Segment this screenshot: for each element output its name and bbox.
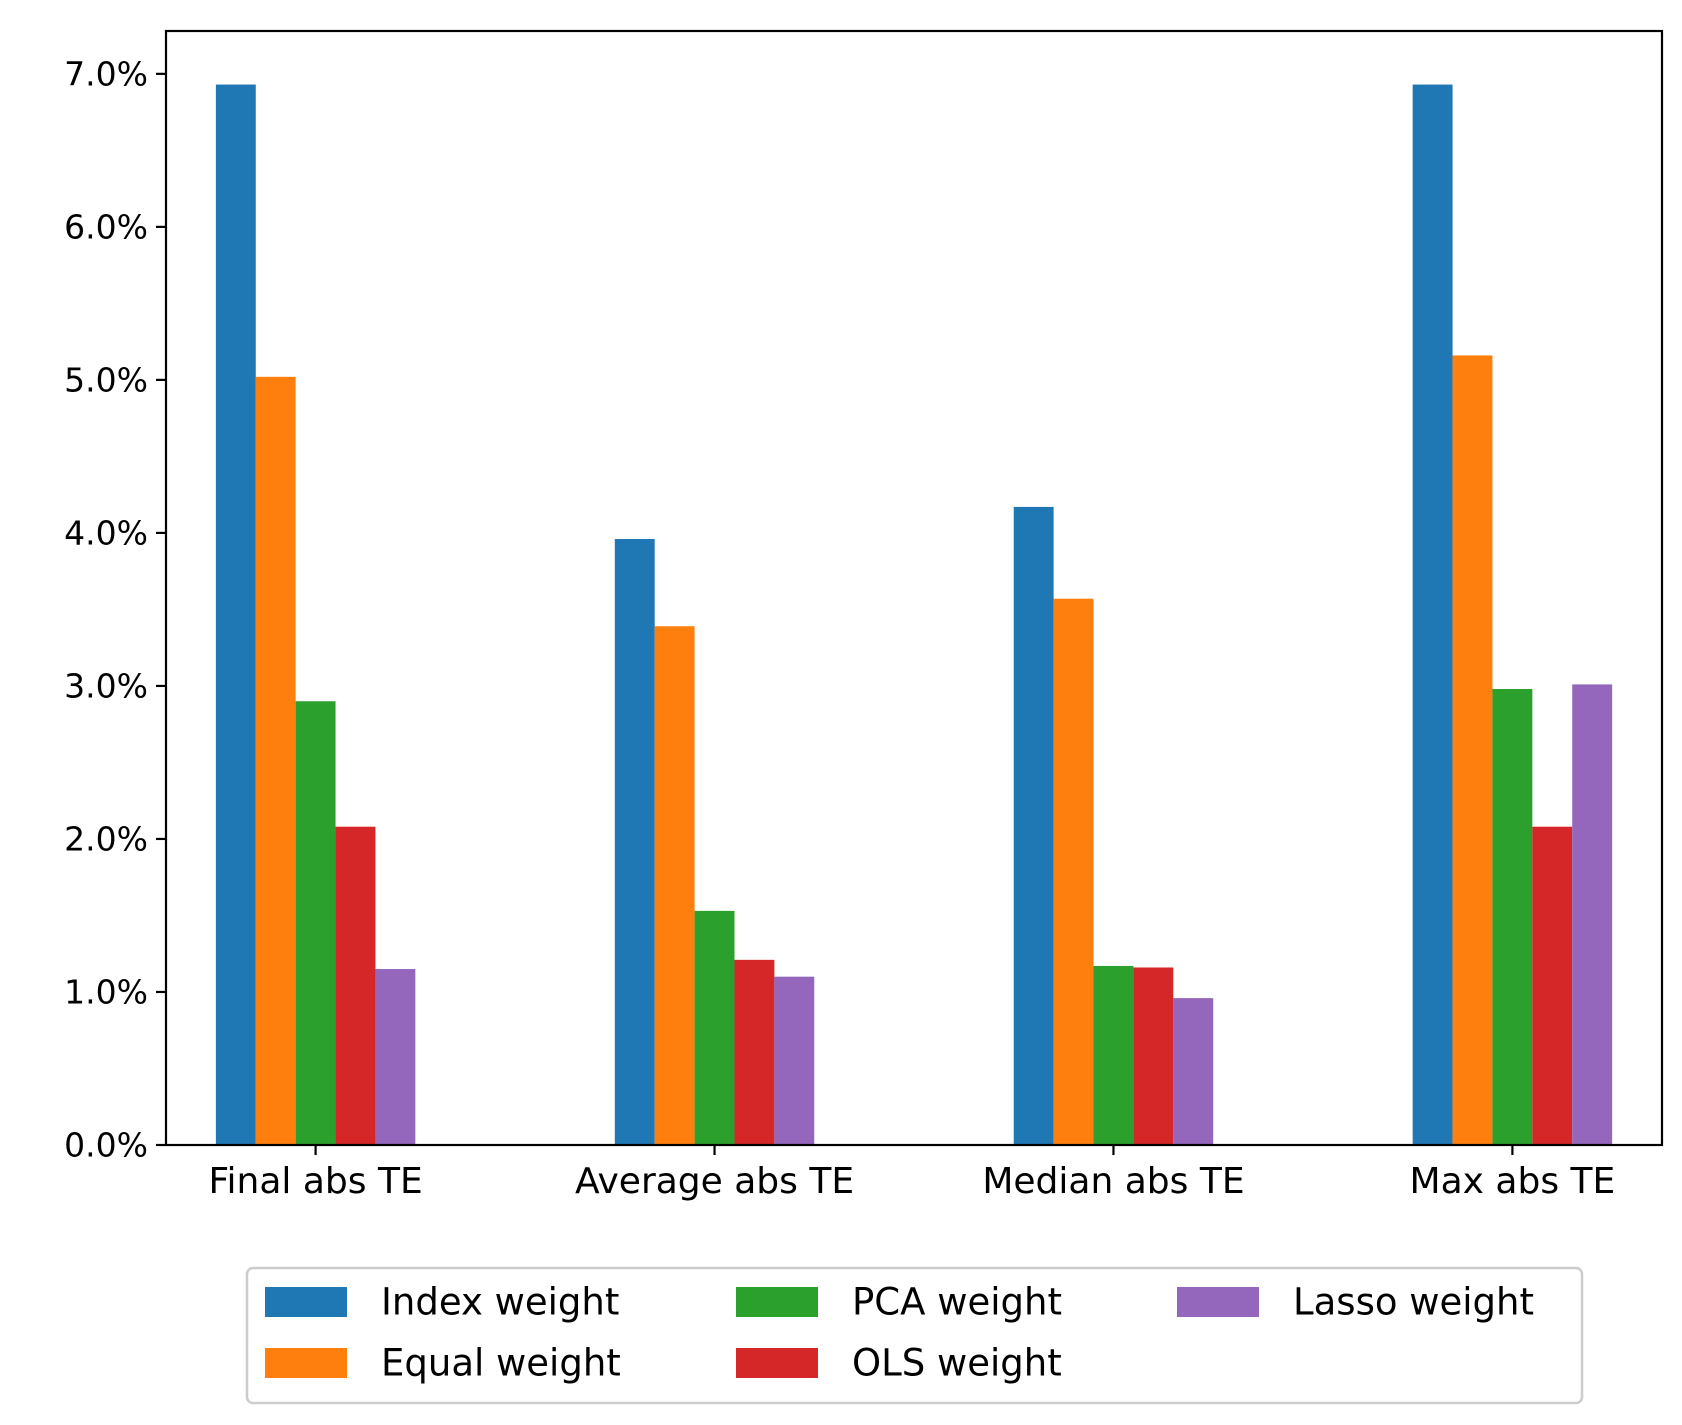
bar-ols-weight-2 [1133,967,1174,1145]
bar-lasso-weight-0 [375,969,416,1145]
x-axis: Final abs TE Average abs TE Median abs TE M… [208,1145,1615,1202]
x-tick-label: Final abs TE [208,1161,422,1202]
bar-equal-weight-0 [255,376,296,1146]
legend-label-pca-weight: PCA weight [852,1281,1062,1324]
bar-lasso-weight-1 [774,976,815,1145]
bar-ols-weight-0 [335,826,376,1145]
y-tick-label: 3.0% [64,666,148,705]
bars-group [215,84,1613,1146]
legend-label-equal-weight: Equal weight [381,1342,621,1385]
legend-swatch-pca-weight [736,1287,818,1317]
x-tick-label: Median abs TE [982,1161,1244,1202]
bar-pca-weight-1 [694,910,735,1145]
bar-lasso-weight-2 [1173,998,1214,1145]
y-tick-label: 0.0% [64,1126,148,1165]
y-tick-label: 1.0% [64,972,148,1011]
plot-frame [164,29,1664,1147]
bar-equal-weight-1 [654,626,695,1145]
bar-pca-weight-2 [1093,965,1134,1145]
legend-swatch-equal-weight [265,1348,347,1378]
y-tick-label: 7.0% [64,54,148,93]
legend-swatch-ols-weight [736,1348,818,1378]
legend-label-index-weight: Index weight [381,1281,619,1324]
y-tick-label: 6.0% [64,207,148,246]
bar-equal-weight-2 [1053,598,1094,1145]
y-tick-label: 4.0% [64,513,148,552]
bar-equal-weight-3 [1452,355,1493,1145]
bar-ols-weight-3 [1532,826,1573,1145]
bar-index-weight-0 [215,84,256,1145]
legend: Index weight Equal weight PCA weight OLS we… [245,1266,1584,1405]
y-tick-label: 2.0% [64,819,148,858]
y-tick-label: 5.0% [64,360,148,399]
bar-lasso-weight-3 [1572,684,1613,1145]
bar-index-weight-1 [614,539,655,1145]
bar-index-weight-2 [1013,506,1054,1145]
x-tick-label: Max abs TE [1410,1161,1616,1202]
x-tick-label: Average abs TE [575,1161,854,1202]
legend-swatch-lasso-weight [1177,1287,1259,1317]
legend-label-ols-weight: OLS weight [852,1342,1062,1385]
bar-pca-weight-3 [1492,688,1533,1145]
y-axis: 0.0% 1.0% 2.0% 3.0% 4.0% 5.0% 6.0% 7.0% [64,54,166,1165]
legend-label-lasso-weight: Lasso weight [1293,1281,1534,1324]
legend-swatch-index-weight [265,1287,347,1317]
bar-pca-weight-0 [295,701,336,1145]
bar-index-weight-3 [1412,84,1453,1145]
bar-ols-weight-1 [734,959,775,1145]
